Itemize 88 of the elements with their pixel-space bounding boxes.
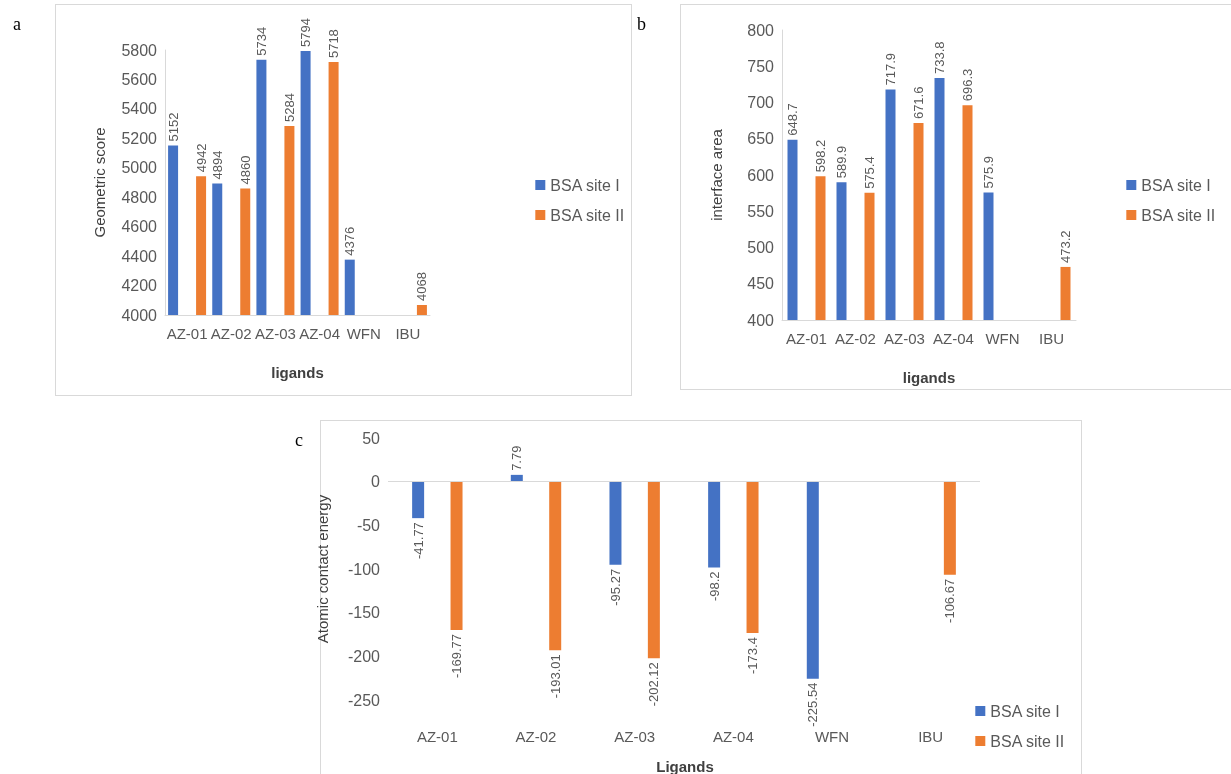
- data-label: 575.9: [981, 155, 996, 189]
- data-label: 733.8: [932, 41, 947, 74]
- y-axis-title: Atomic contact energy: [314, 494, 331, 644]
- x-tick-label: WFN: [814, 727, 850, 745]
- data-label: -98.2: [706, 571, 722, 602]
- x-tick-label: AZ-04: [299, 324, 341, 342]
- data-label: -95.27: [607, 568, 623, 606]
- chart-title: c: [295, 430, 303, 450]
- x-tick-label: AZ-03: [254, 324, 296, 342]
- y-tick-label: 50: [362, 429, 381, 447]
- data-label: 598.2: [813, 139, 828, 173]
- data-label: 473.2: [1058, 230, 1073, 263]
- chart-title: b: [637, 14, 646, 34]
- x-tick-label: AZ-04: [712, 727, 754, 745]
- x-tick-label: WFN: [346, 324, 381, 342]
- y-tick-label: 750: [747, 57, 775, 75]
- y-tick-label: 5600: [121, 70, 158, 88]
- y-tick-label: -250: [347, 691, 381, 709]
- data-label: 4894: [209, 150, 225, 180]
- data-label: -41.77: [410, 522, 426, 560]
- data-label: 4068: [414, 272, 430, 301]
- legend-label: BSA site II: [1141, 206, 1216, 224]
- data-label: 5152: [165, 112, 181, 142]
- y-tick-label: 4400: [121, 247, 158, 265]
- data-label: 4942: [193, 143, 209, 173]
- x-tick-label: AZ-04: [933, 329, 974, 347]
- data-label: 5284: [281, 93, 297, 122]
- data-label: 5794: [298, 17, 314, 47]
- data-label: 648.7: [785, 103, 800, 136]
- data-label: 671.6: [911, 86, 926, 120]
- x-tick-label: AZ-02: [515, 727, 557, 745]
- y-tick-label: -200: [347, 647, 381, 665]
- data-label: 5734: [253, 26, 269, 56]
- data-label: 4376: [342, 226, 358, 256]
- data-label: -169.77: [449, 633, 465, 679]
- x-tick-label: AZ-02: [210, 324, 252, 342]
- legend-label: BSA site II: [990, 732, 1065, 750]
- y-tick-label: -150: [347, 604, 381, 622]
- text: a: [13, 14, 21, 34]
- x-tick-label: IBU: [395, 324, 421, 342]
- x-tick-label: IBU: [1038, 329, 1065, 347]
- y-tick-label: 400: [747, 311, 775, 329]
- y-tick-label: 4600: [121, 218, 158, 236]
- x-tick-label: IBU: [918, 727, 944, 745]
- data-label: -193.01: [547, 654, 563, 699]
- x-tick-label: AZ-02: [835, 329, 876, 347]
- data-label: -202.12: [646, 662, 662, 707]
- x-axis-title: ligands: [271, 364, 324, 381]
- x-tick-label: AZ-01: [416, 727, 458, 745]
- x-tick-label: WFN: [985, 329, 1020, 347]
- y-tick-label: 4800: [121, 188, 158, 206]
- legend-label: BSA site II: [550, 206, 625, 224]
- y-tick-label: 800: [747, 21, 775, 39]
- y-tick-label: 5800: [121, 41, 158, 59]
- data-label: -106.67: [942, 578, 958, 623]
- y-tick-label: 0: [371, 473, 381, 491]
- data-label: 717.9: [883, 52, 898, 86]
- y-tick-label: -50: [356, 516, 381, 534]
- y-axis-title: Geometric score: [91, 127, 108, 238]
- y-tick-label: 5000: [121, 159, 158, 177]
- data-label: 7.79: [509, 445, 525, 471]
- y-tick-label: 700: [747, 94, 775, 111]
- data-label: 696.3: [960, 68, 975, 102]
- x-tick-label: AZ-01: [166, 324, 208, 342]
- x-tick-label: AZ-03: [614, 727, 656, 745]
- legend-label: BSA site I: [1141, 176, 1211, 194]
- data-label: 575.4: [862, 156, 877, 189]
- x-tick-label: AZ-01: [786, 329, 827, 347]
- y-axis-title: interface area: [708, 128, 725, 221]
- x-axis-title: ligands: [902, 369, 956, 386]
- y-tick-label: 4000: [121, 306, 158, 324]
- data-label: 4860: [237, 155, 253, 185]
- data-label: -225.54: [805, 682, 821, 727]
- legend-label: BSA site I: [990, 702, 1060, 720]
- y-tick-label: 450: [747, 275, 775, 293]
- y-tick-label: 4200: [121, 277, 158, 295]
- y-tick-label: 500: [747, 239, 775, 256]
- data-label: 5718: [326, 29, 342, 59]
- y-tick-label: 550: [747, 202, 775, 220]
- legend-label: BSA site I: [550, 176, 620, 194]
- y-tick-label: 600: [747, 166, 775, 184]
- x-tick-label: AZ-03: [884, 329, 925, 347]
- y-tick-label: 5400: [121, 100, 158, 118]
- data-label: 589.9: [834, 145, 849, 179]
- y-tick-label: 650: [747, 130, 775, 148]
- y-tick-label: 5200: [121, 129, 158, 147]
- y-tick-label: -100: [347, 560, 381, 578]
- data-label: -173.4: [745, 637, 761, 674]
